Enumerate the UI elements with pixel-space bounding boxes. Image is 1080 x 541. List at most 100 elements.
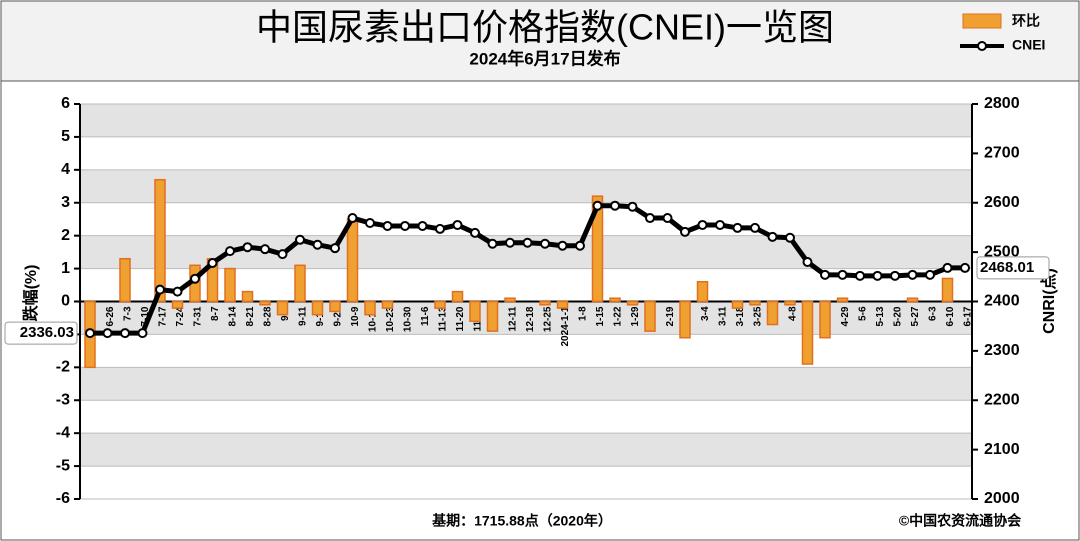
x-tick-label: 5-27 <box>910 306 921 326</box>
line-marker <box>190 273 200 284</box>
x-tick-label: 12-11 <box>508 306 519 331</box>
x-tick-label: 8-28 <box>263 306 274 326</box>
x-tick-label: 5-20 <box>893 306 904 326</box>
line-marker <box>960 262 970 273</box>
legend-label: 环比 <box>1012 13 1040 29</box>
line-marker <box>470 227 480 238</box>
line-marker <box>942 262 953 273</box>
line-marker <box>400 220 410 231</box>
x-tick-label: 9-11 <box>298 306 309 326</box>
bar <box>749 300 761 306</box>
y-axis-label: 涨跌幅(%) <box>21 265 40 338</box>
bar <box>154 178 166 303</box>
line-marker <box>855 270 865 281</box>
x-tick-label: 6-3 <box>928 306 939 321</box>
bar <box>626 300 639 306</box>
line-marker <box>592 200 603 211</box>
line-marker <box>767 231 778 242</box>
x-tick-label: 10-30 <box>403 306 414 332</box>
line-marker <box>487 238 498 249</box>
x-tick-label: 7-3 <box>123 306 134 321</box>
line-marker <box>312 239 323 250</box>
line-marker <box>242 242 253 253</box>
line-marker <box>330 243 340 254</box>
line-marker <box>540 238 550 249</box>
data-label: 2336.03 <box>20 324 74 341</box>
x-tick-label: 5-13 <box>875 306 886 326</box>
x-tick-label: 3-11 <box>718 306 729 326</box>
x-tick-label: 1-15 <box>595 306 606 326</box>
grid-band <box>80 104 972 137</box>
line-marker <box>662 213 673 224</box>
line-marker <box>627 201 638 212</box>
x-tick-label: 9-25 <box>333 306 344 326</box>
x-tick-label: 12-25 <box>543 306 554 332</box>
bar <box>294 264 306 303</box>
line-marker <box>155 284 165 295</box>
bar <box>276 300 289 316</box>
bar <box>696 281 709 303</box>
bar <box>469 300 481 322</box>
y-tick-label: 3 <box>61 194 70 211</box>
x-tick-label: 7-24 <box>175 306 186 326</box>
bar <box>224 267 236 303</box>
bar <box>311 300 324 316</box>
line-marker <box>610 200 620 211</box>
bar <box>801 300 814 365</box>
x-tick-label: 4-29 <box>840 306 851 326</box>
x-tick-label: 7-31 <box>193 306 204 326</box>
header <box>0 0 1080 82</box>
x-tick-label: 7-10 <box>140 306 151 326</box>
line-marker <box>260 244 270 255</box>
legend-marker <box>977 41 987 51</box>
bar <box>364 300 376 316</box>
bar <box>731 300 744 309</box>
line-marker <box>697 219 708 230</box>
y-tick-label: 5 <box>61 128 70 145</box>
x-tick-label: 11-20 <box>455 306 466 331</box>
bar <box>556 300 569 309</box>
y2-tick-label: 2100 <box>984 441 1020 458</box>
y2-tick-label: 2200 <box>984 391 1020 408</box>
line-marker <box>750 222 760 233</box>
y2-tick-label: 2800 <box>984 95 1020 112</box>
bar <box>836 297 849 303</box>
line-marker <box>207 257 218 268</box>
line-marker <box>837 269 848 280</box>
bar <box>644 300 656 332</box>
line-marker <box>120 328 130 339</box>
x-tick-label: 3-18 <box>735 306 746 326</box>
line-marker <box>102 328 113 339</box>
grid-band <box>80 433 972 467</box>
data-label-box <box>976 256 1050 280</box>
bar <box>119 257 131 303</box>
line-marker <box>435 223 445 234</box>
bar <box>609 297 621 303</box>
x-tick-label: 11-13 <box>438 306 449 331</box>
line-marker <box>85 328 95 339</box>
bar <box>486 300 499 332</box>
y-tick-label: 0 <box>61 293 70 310</box>
bar <box>259 300 271 306</box>
x-tick-label: 9-18 <box>315 306 326 326</box>
line-marker <box>872 270 883 281</box>
y2-tick-label: 2400 <box>984 293 1020 310</box>
line-marker <box>522 237 533 248</box>
bar <box>819 300 831 339</box>
x-tick-label: 1-29 <box>630 306 641 326</box>
x-tick-label: 12-18 <box>525 306 536 332</box>
x-tick-label: 11-6 <box>420 306 431 326</box>
line-marker <box>802 257 813 267</box>
y-tick-label: 6 <box>61 95 70 112</box>
line-marker <box>382 220 393 231</box>
x-tick-label: 6-17 <box>963 306 974 326</box>
bar <box>451 290 464 303</box>
y-tick-label: 2 <box>61 227 70 244</box>
x-tick-label: 1-8 <box>578 306 589 321</box>
line-marker <box>365 217 375 228</box>
line-marker <box>820 269 830 280</box>
x-tick-label: 1-22 <box>613 306 624 326</box>
y2-tick-label: 2600 <box>984 194 1020 211</box>
x-tick-label: 8-21 <box>245 306 256 326</box>
bar <box>329 300 341 313</box>
